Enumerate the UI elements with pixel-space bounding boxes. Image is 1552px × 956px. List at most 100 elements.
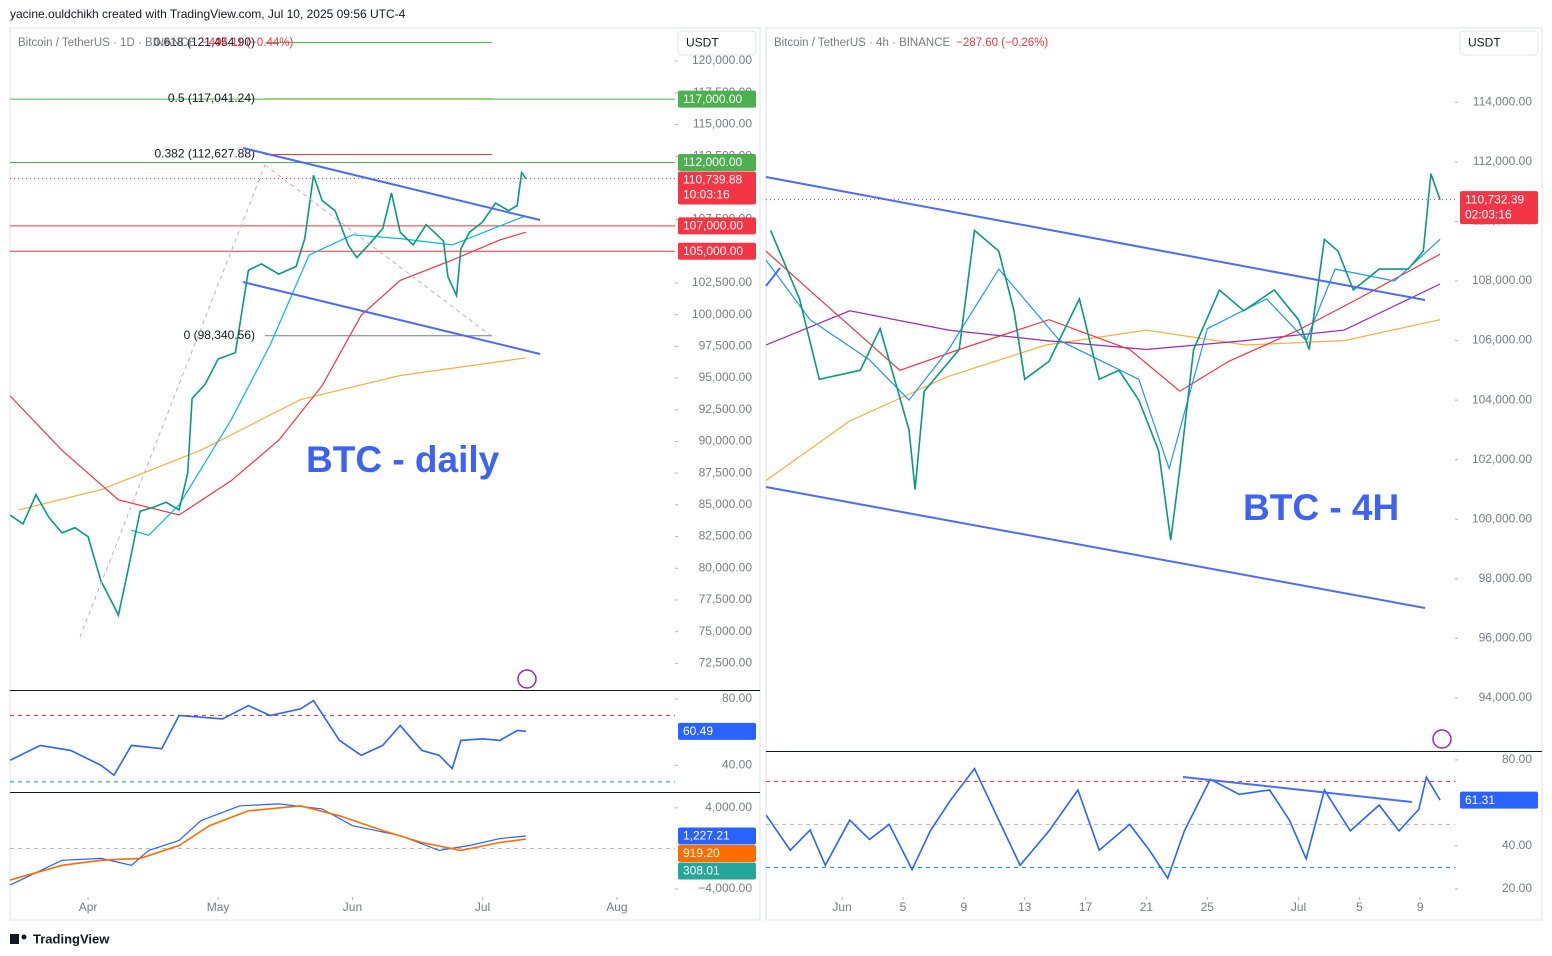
x-tick-label: Jun bbox=[343, 900, 362, 914]
symbol-title: Bitcoin / TetherUS · 1D · BINANCE bbox=[18, 37, 196, 49]
price-tag-label: 110,739.88 bbox=[683, 173, 742, 187]
left-frame bbox=[9, 27, 761, 921]
annotation: BTC - 4H bbox=[1243, 487, 1399, 528]
currency-label: USDT bbox=[1468, 36, 1501, 50]
y-tick-label: 112,000.00 bbox=[1473, 154, 1532, 168]
plot bbox=[10, 42, 675, 618]
trend-line bbox=[765, 267, 781, 287]
x-tick-label: 13 bbox=[1018, 900, 1032, 914]
logo-mark bbox=[21, 934, 27, 940]
footer-brand: TradingView bbox=[33, 931, 110, 946]
y-tick-label: 75,000.00 bbox=[699, 624, 753, 638]
fib-label: 0.382 (112,627.88) bbox=[154, 147, 255, 161]
x-tick-label: 9 bbox=[960, 900, 967, 914]
x-tick-label: 21 bbox=[1140, 900, 1154, 914]
x-tick-label: 25 bbox=[1201, 900, 1215, 914]
y-tick-label: 80.00 bbox=[1502, 752, 1532, 766]
right-frame bbox=[765, 27, 1543, 921]
price-tag bbox=[678, 722, 756, 740]
price-tag bbox=[678, 862, 756, 880]
fib-label: 0.618 (121,454.90) bbox=[154, 35, 255, 49]
y-tick-label: 102,500.00 bbox=[692, 275, 752, 289]
y-tick-label: 106,000.00 bbox=[1472, 333, 1532, 347]
x-tick-label: 17 bbox=[1079, 900, 1093, 914]
x-tick-label: 9 bbox=[1417, 900, 1424, 914]
price-tag bbox=[678, 154, 756, 172]
series-line bbox=[10, 804, 527, 881]
series-line bbox=[131, 215, 527, 536]
y-tick-label: 100,000.00 bbox=[692, 307, 752, 321]
x-tick-label: May bbox=[207, 900, 230, 914]
fib-trend bbox=[264, 164, 491, 336]
y-tick-label: 108,000.00 bbox=[1472, 273, 1532, 287]
alert-icon[interactable] bbox=[1432, 729, 1452, 749]
trend-line bbox=[242, 281, 541, 355]
y-tick-label: 104,000.00 bbox=[1472, 392, 1532, 406]
trend-line bbox=[765, 486, 1426, 609]
x-tick-label: Aug bbox=[606, 900, 627, 914]
price-tag bbox=[678, 171, 756, 205]
symbol-title: Bitcoin / TetherUS · 4h · BINANCE bbox=[774, 37, 951, 49]
header-text: yacine.ouldchikh created with TradingVie… bbox=[10, 7, 406, 21]
x-tick-label: Jul bbox=[475, 900, 490, 914]
series-line bbox=[769, 173, 1441, 541]
logo-mark bbox=[10, 934, 19, 944]
currency-button[interactable] bbox=[1459, 30, 1539, 56]
y-tick-label: 20.00 bbox=[1502, 881, 1532, 895]
price-tag-label: 1,227.21 bbox=[683, 829, 730, 843]
fib-label: 0.5 (117,041.24) bbox=[168, 91, 255, 105]
price-tag-label: 60.49 bbox=[683, 724, 713, 738]
y-tick-label: 100,000.00 bbox=[1472, 511, 1532, 525]
y-tick-label: 4,000.00 bbox=[705, 800, 752, 814]
y-tick-label: 40.00 bbox=[1502, 838, 1532, 852]
price-tag bbox=[678, 827, 756, 845]
series-line bbox=[10, 170, 527, 618]
price-tag bbox=[1460, 191, 1538, 225]
y-tick-label: 95,000.00 bbox=[699, 370, 753, 384]
price-tag bbox=[678, 217, 756, 235]
series-line bbox=[10, 699, 526, 777]
x-tick-label: 5 bbox=[900, 900, 907, 914]
price-tag-label: 117,000.00 bbox=[683, 92, 742, 106]
y-tick-label: 80.00 bbox=[722, 691, 752, 705]
series-line bbox=[18, 357, 526, 511]
annotation: BTC - daily bbox=[306, 439, 500, 480]
x-tick-label: Jun bbox=[832, 900, 851, 914]
x-tick-label: Jul bbox=[1291, 900, 1306, 914]
chart-layer: 72,500.00 75,000.00 77,500.00 80,000.00 82,5… bbox=[10, 30, 1539, 914]
logo: TradingView bbox=[10, 931, 110, 946]
trend-line bbox=[765, 176, 1426, 301]
price-change: −494.11 (−0.44%) bbox=[202, 37, 293, 49]
series-line bbox=[10, 803, 526, 886]
price-tag-timer: 10:03:16 bbox=[683, 188, 730, 202]
trend-line bbox=[1182, 776, 1413, 803]
y-tick-label: −4,000.00 bbox=[698, 881, 752, 895]
plot bbox=[10, 699, 675, 783]
price-tag-label: 308.01 bbox=[683, 864, 720, 878]
y-tick-label: 72,500.00 bbox=[699, 656, 753, 670]
x-tick-label: Apr bbox=[79, 900, 98, 914]
y-tick-label: 97,500.00 bbox=[699, 339, 753, 353]
chart-title: Bitcoin / TetherUS · 1D · BINANCE −494.11… bbox=[18, 37, 293, 49]
y-tick-label: 98,000.00 bbox=[1479, 571, 1533, 585]
price-tag-label: 919.20 bbox=[683, 846, 720, 860]
y-tick-label: 87,500.00 bbox=[699, 465, 753, 479]
trend-line bbox=[242, 147, 541, 221]
y-tick-label: 90,000.00 bbox=[699, 434, 753, 448]
alert-icon[interactable] bbox=[517, 669, 537, 689]
y-tick-label: 120,000.00 bbox=[692, 53, 752, 67]
price-tag-label: 107,000.00 bbox=[683, 219, 743, 233]
price-tag bbox=[678, 844, 756, 862]
y-tick-label: 115,000.00 bbox=[693, 117, 752, 131]
x-tick-label: 5 bbox=[1356, 900, 1363, 914]
currency-button[interactable] bbox=[677, 30, 757, 56]
y-tick-label: 85,000.00 bbox=[699, 497, 753, 511]
price-tag-label: 112,000.00 bbox=[683, 155, 742, 169]
fib-label: 0 (98,340.56) bbox=[184, 328, 255, 342]
y-tick-label: 40.00 bbox=[722, 757, 752, 771]
series-line bbox=[766, 238, 1441, 471]
y-tick-label: 114,000.00 bbox=[1473, 95, 1532, 109]
plot bbox=[766, 767, 1455, 880]
